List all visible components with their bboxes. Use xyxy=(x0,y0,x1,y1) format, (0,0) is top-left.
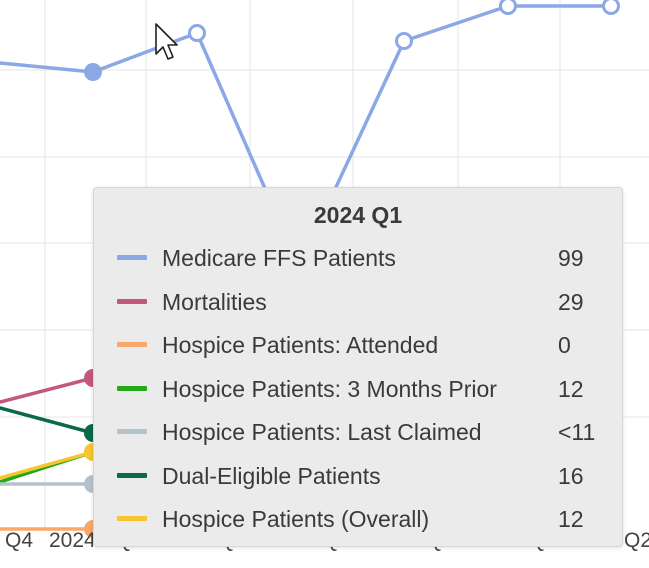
series-line-6-0 xyxy=(0,450,95,480)
tooltip-series-value: <11 xyxy=(558,419,596,445)
tooltip-series-name: Mortalities xyxy=(162,288,267,315)
tooltip-series-value: 99 xyxy=(558,245,584,271)
mouse-cursor-icon xyxy=(155,23,178,60)
series-point-0-3 xyxy=(499,0,517,15)
series-line-0-1 xyxy=(328,4,613,202)
legend-swatch xyxy=(117,472,147,478)
tooltip-series-value: 12 xyxy=(558,506,584,532)
tooltip-series-name: Medicare FFS Patients xyxy=(162,245,396,271)
tooltip-series-name: Hospice Patients (Overall) xyxy=(162,506,430,532)
tooltip-row: Hospice Patients: Last Claimed <11 xyxy=(94,417,622,447)
tooltip-series-value: 0 xyxy=(558,332,571,358)
tooltip-row: Dual-Eligible Patients 16 xyxy=(94,461,622,491)
tooltip-row: Hospice Patients: Attended 0 xyxy=(94,330,622,360)
tooltip-row: Mortalities 29 xyxy=(94,287,622,317)
x-tick-label-1: 2024 xyxy=(49,529,96,552)
series-point-0-2 xyxy=(395,32,413,50)
tooltip-series-value: 16 xyxy=(558,462,584,489)
tooltip-row: Hospice Patients: 3 Months Prior 12 xyxy=(94,374,622,404)
tooltip-series-name: Hospice Patients: 3 Months Prior xyxy=(162,375,497,402)
x-tick-label-7: Q2 xyxy=(624,529,649,552)
tooltip-row: Hospice Patients (Overall) 12 xyxy=(94,504,622,534)
legend-swatch xyxy=(117,385,147,391)
tooltip-series-name: Dual-Eligible Patients xyxy=(162,462,381,489)
chart-tooltip: 2024 Q1 Medicare FFS Patients 99 Mortaliti… xyxy=(93,187,623,547)
tooltip-row: Medicare FFS Patients 99 xyxy=(94,243,622,273)
series-line-5-0 xyxy=(0,406,95,435)
x-tick-label-0: Q4 xyxy=(5,529,33,552)
series-point-0-1 xyxy=(188,24,206,42)
legend-swatch xyxy=(117,516,147,521)
tooltip-series-name: Hospice Patients: Last Claimed xyxy=(162,419,482,445)
series-point-0-4 xyxy=(602,0,620,15)
tooltip-series-value: 12 xyxy=(558,375,584,402)
series-line-0-0 xyxy=(0,31,272,202)
series-lines xyxy=(0,4,613,531)
tooltip-series-name: Hospice Patients: Attended xyxy=(162,332,439,358)
legend-swatch xyxy=(117,342,147,347)
tooltip-series-value: 29 xyxy=(558,288,584,315)
series-line-1-0 xyxy=(0,376,95,404)
legend-swatch xyxy=(117,429,147,434)
legend-swatch xyxy=(117,255,147,260)
tooltip-title: 2024 Q1 xyxy=(313,202,403,228)
legend-swatch xyxy=(117,298,147,304)
series-point-0-0 xyxy=(84,63,102,81)
